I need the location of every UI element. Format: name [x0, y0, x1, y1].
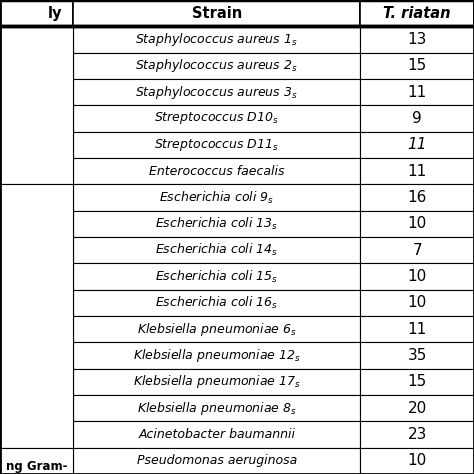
Bar: [73, 210, 360, 237]
Bar: [0, 0, 73, 27]
Bar: [73, 132, 360, 158]
Text: T. riatan: T. riatan: [383, 6, 451, 21]
Bar: [73, 395, 360, 421]
Bar: [73, 447, 360, 474]
Bar: [360, 395, 474, 421]
Bar: [360, 369, 474, 395]
Bar: [73, 342, 360, 369]
Bar: [73, 369, 360, 395]
Bar: [0, 447, 73, 474]
Text: Klebsiella pneumoniae 12$_s$: Klebsiella pneumoniae 12$_s$: [133, 347, 301, 364]
Text: 11: 11: [408, 85, 427, 100]
Bar: [73, 264, 360, 290]
Bar: [73, 290, 360, 316]
Text: Enterococcus faecalis: Enterococcus faecalis: [149, 164, 284, 178]
Bar: [360, 105, 474, 132]
Bar: [360, 421, 474, 447]
Text: 20: 20: [408, 401, 427, 416]
Text: Pseudomonas aeruginosa: Pseudomonas aeruginosa: [137, 455, 297, 467]
Text: Escherichia coli 15$_s$: Escherichia coli 15$_s$: [155, 268, 279, 284]
Text: Klebsiella pneumoniae 6$_s$: Klebsiella pneumoniae 6$_s$: [137, 321, 297, 337]
Text: Strain: Strain: [191, 6, 242, 21]
Text: 15: 15: [408, 58, 427, 73]
Text: Staphylococcus aureus 2$_s$: Staphylococcus aureus 2$_s$: [136, 57, 298, 74]
Bar: [360, 316, 474, 342]
Bar: [360, 290, 474, 316]
Text: ng Gram-
Bacilli: ng Gram- Bacilli: [6, 460, 67, 474]
Text: Klebsiella pneumoniae 8$_s$: Klebsiella pneumoniae 8$_s$: [137, 400, 297, 417]
Bar: [360, 210, 474, 237]
Bar: [0, 27, 73, 184]
Bar: [73, 79, 360, 105]
Text: 23: 23: [408, 427, 427, 442]
Text: 35: 35: [408, 348, 427, 363]
Bar: [360, 0, 474, 27]
Text: 9: 9: [412, 111, 422, 126]
Text: 11: 11: [408, 164, 427, 179]
Text: Escherichia coli 13$_s$: Escherichia coli 13$_s$: [155, 216, 279, 232]
Bar: [360, 264, 474, 290]
Text: Streptococcus D10$_s$: Streptococcus D10$_s$: [155, 110, 279, 127]
Text: 16: 16: [408, 190, 427, 205]
Text: Escherichia coli 9$_s$: Escherichia coli 9$_s$: [159, 190, 274, 206]
Bar: [360, 184, 474, 210]
Text: Escherichia coli 14$_s$: Escherichia coli 14$_s$: [155, 242, 279, 258]
Bar: [73, 27, 360, 53]
Bar: [360, 79, 474, 105]
Text: 10: 10: [408, 269, 427, 284]
Bar: [73, 316, 360, 342]
Text: 7: 7: [412, 243, 422, 258]
Bar: [360, 237, 474, 264]
Text: Staphylococcus aureus 3$_s$: Staphylococcus aureus 3$_s$: [136, 84, 298, 100]
Bar: [360, 158, 474, 184]
Text: Klebsiella pneumoniae 17$_s$: Klebsiella pneumoniae 17$_s$: [133, 374, 301, 390]
Text: 10: 10: [408, 216, 427, 231]
Bar: [73, 421, 360, 447]
Text: 11: 11: [407, 137, 427, 152]
Text: 13: 13: [408, 32, 427, 47]
Bar: [73, 105, 360, 132]
Text: Escherichia coli 16$_s$: Escherichia coli 16$_s$: [155, 295, 279, 311]
Bar: [360, 53, 474, 79]
Text: ly: ly: [48, 6, 63, 21]
Bar: [73, 237, 360, 264]
Text: 10: 10: [408, 295, 427, 310]
Bar: [73, 0, 360, 27]
Text: Staphylococcus aureus 1$_s$: Staphylococcus aureus 1$_s$: [136, 31, 298, 48]
Bar: [360, 27, 474, 53]
Text: Acinetobacter baumannii: Acinetobacter baumannii: [138, 428, 295, 441]
Bar: [73, 53, 360, 79]
Text: 10: 10: [408, 453, 427, 468]
Bar: [360, 447, 474, 474]
Bar: [360, 132, 474, 158]
Text: 11: 11: [408, 322, 427, 337]
Bar: [360, 342, 474, 369]
Text: Streptococcus D11$_s$: Streptococcus D11$_s$: [155, 137, 279, 153]
Text: 15: 15: [408, 374, 427, 389]
Bar: [73, 184, 360, 210]
Bar: [73, 158, 360, 184]
Bar: [0, 184, 73, 447]
